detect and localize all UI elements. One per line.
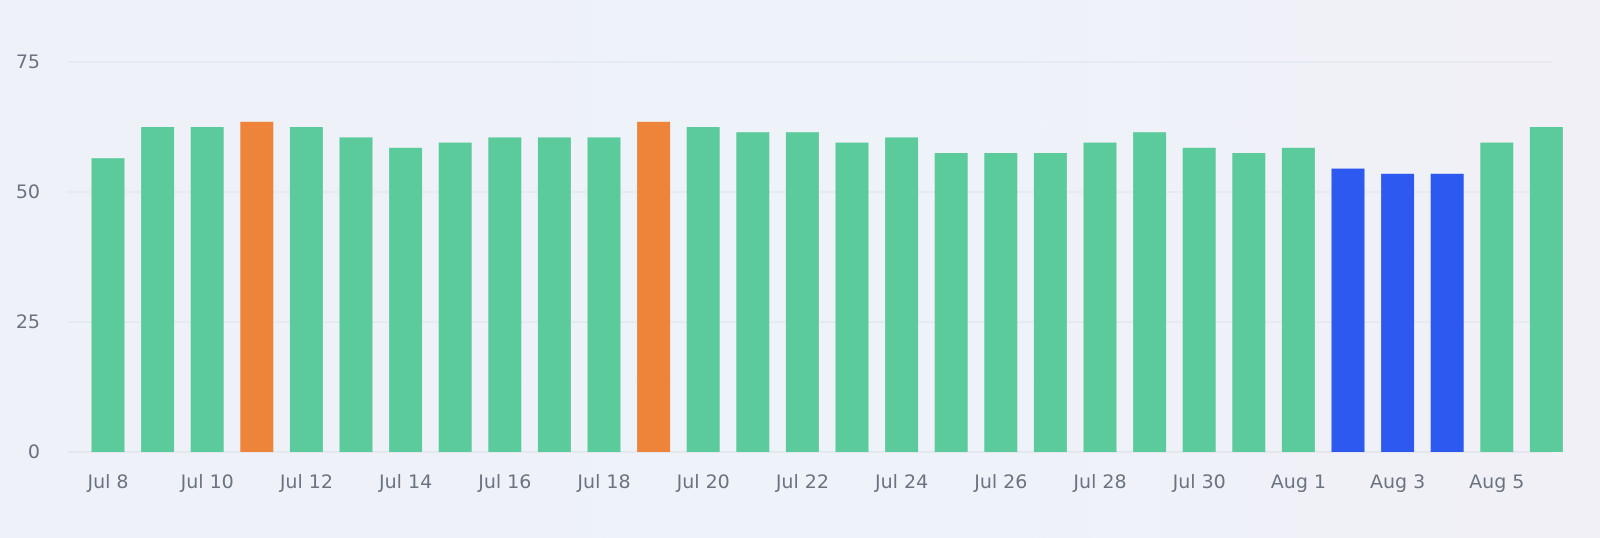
bar-jul-13[interactable] [339,137,373,452]
bar-jul-18[interactable] [587,137,621,452]
bar-aug-5[interactable] [1480,142,1514,452]
x-tick-label-jul-10: Jul 10 [180,471,234,493]
bar-jul-16[interactable] [488,137,522,452]
x-tick-label-jul-28: Jul 28 [1072,471,1126,493]
bar-jul-14[interactable] [389,147,423,453]
bar-aug-6[interactable] [1529,127,1563,452]
bar-aug-2[interactable] [1331,168,1365,452]
bar-jul-29[interactable] [1133,132,1167,452]
bar-aug-4[interactable] [1430,173,1464,453]
x-tick-label-jul-14: Jul 14 [378,471,432,493]
y-tick-label-25: 25 [16,311,40,333]
bar-aug-1[interactable] [1281,147,1315,453]
bar-jul-24[interactable] [885,137,919,452]
x-tick-label-aug-5: Aug 5 [1469,471,1524,493]
bar-layer [91,121,1563,453]
x-axis-ticks: Jul 8 Jul 10 Jul 12 Jul 14 Jul 16 Jul 18 Jul 2… [86,471,1524,493]
bar-jul-25[interactable] [934,153,968,452]
bar-jul-31[interactable] [1232,153,1266,452]
bar-jul-30[interactable] [1182,147,1216,453]
bar-jul-20[interactable] [686,127,720,452]
x-tick-label-jul-24: Jul 24 [874,471,928,493]
x-tick-label-jul-26: Jul 26 [973,471,1027,493]
y-tick-label-0: 0 [28,441,40,463]
bar-jul-10[interactable] [190,127,224,452]
x-tick-label-jul-30: Jul 30 [1172,471,1226,493]
bar-jul-23[interactable] [835,142,869,452]
x-tick-label-aug-3: Aug 3 [1370,471,1425,493]
x-tick-label-jul-22: Jul 22 [775,471,829,493]
x-tick-label-jul-18: Jul 18 [576,471,630,493]
y-tick-label-50: 50 [16,181,40,203]
bar-jul-27[interactable] [1033,153,1067,452]
bar-jul-9[interactable] [141,127,175,452]
y-tick-label-75: 75 [16,51,40,73]
bar-jul-17[interactable] [537,137,571,452]
bar-jul-21[interactable] [736,132,770,452]
bar-jul-22[interactable] [785,132,819,452]
x-tick-label-jul-12: Jul 12 [279,471,333,493]
x-tick-label-aug-1: Aug 1 [1271,471,1326,493]
x-tick-label-jul-8: Jul 8 [86,471,128,493]
y-axis-ticks: 0 25 50 75 [16,51,40,463]
bar-jul-12[interactable] [289,127,323,452]
bar-jul-28[interactable] [1083,142,1117,452]
bar-jul-8[interactable] [91,158,125,452]
x-tick-label-jul-16: Jul 16 [477,471,531,493]
bar-aug-3[interactable] [1381,173,1415,453]
bar-jul-11[interactable] [240,121,274,453]
bar-jul-15[interactable] [438,142,472,452]
bar-jul-19[interactable] [637,121,671,453]
bar-jul-26[interactable] [984,153,1018,452]
x-tick-label-jul-20: Jul 20 [676,471,730,493]
